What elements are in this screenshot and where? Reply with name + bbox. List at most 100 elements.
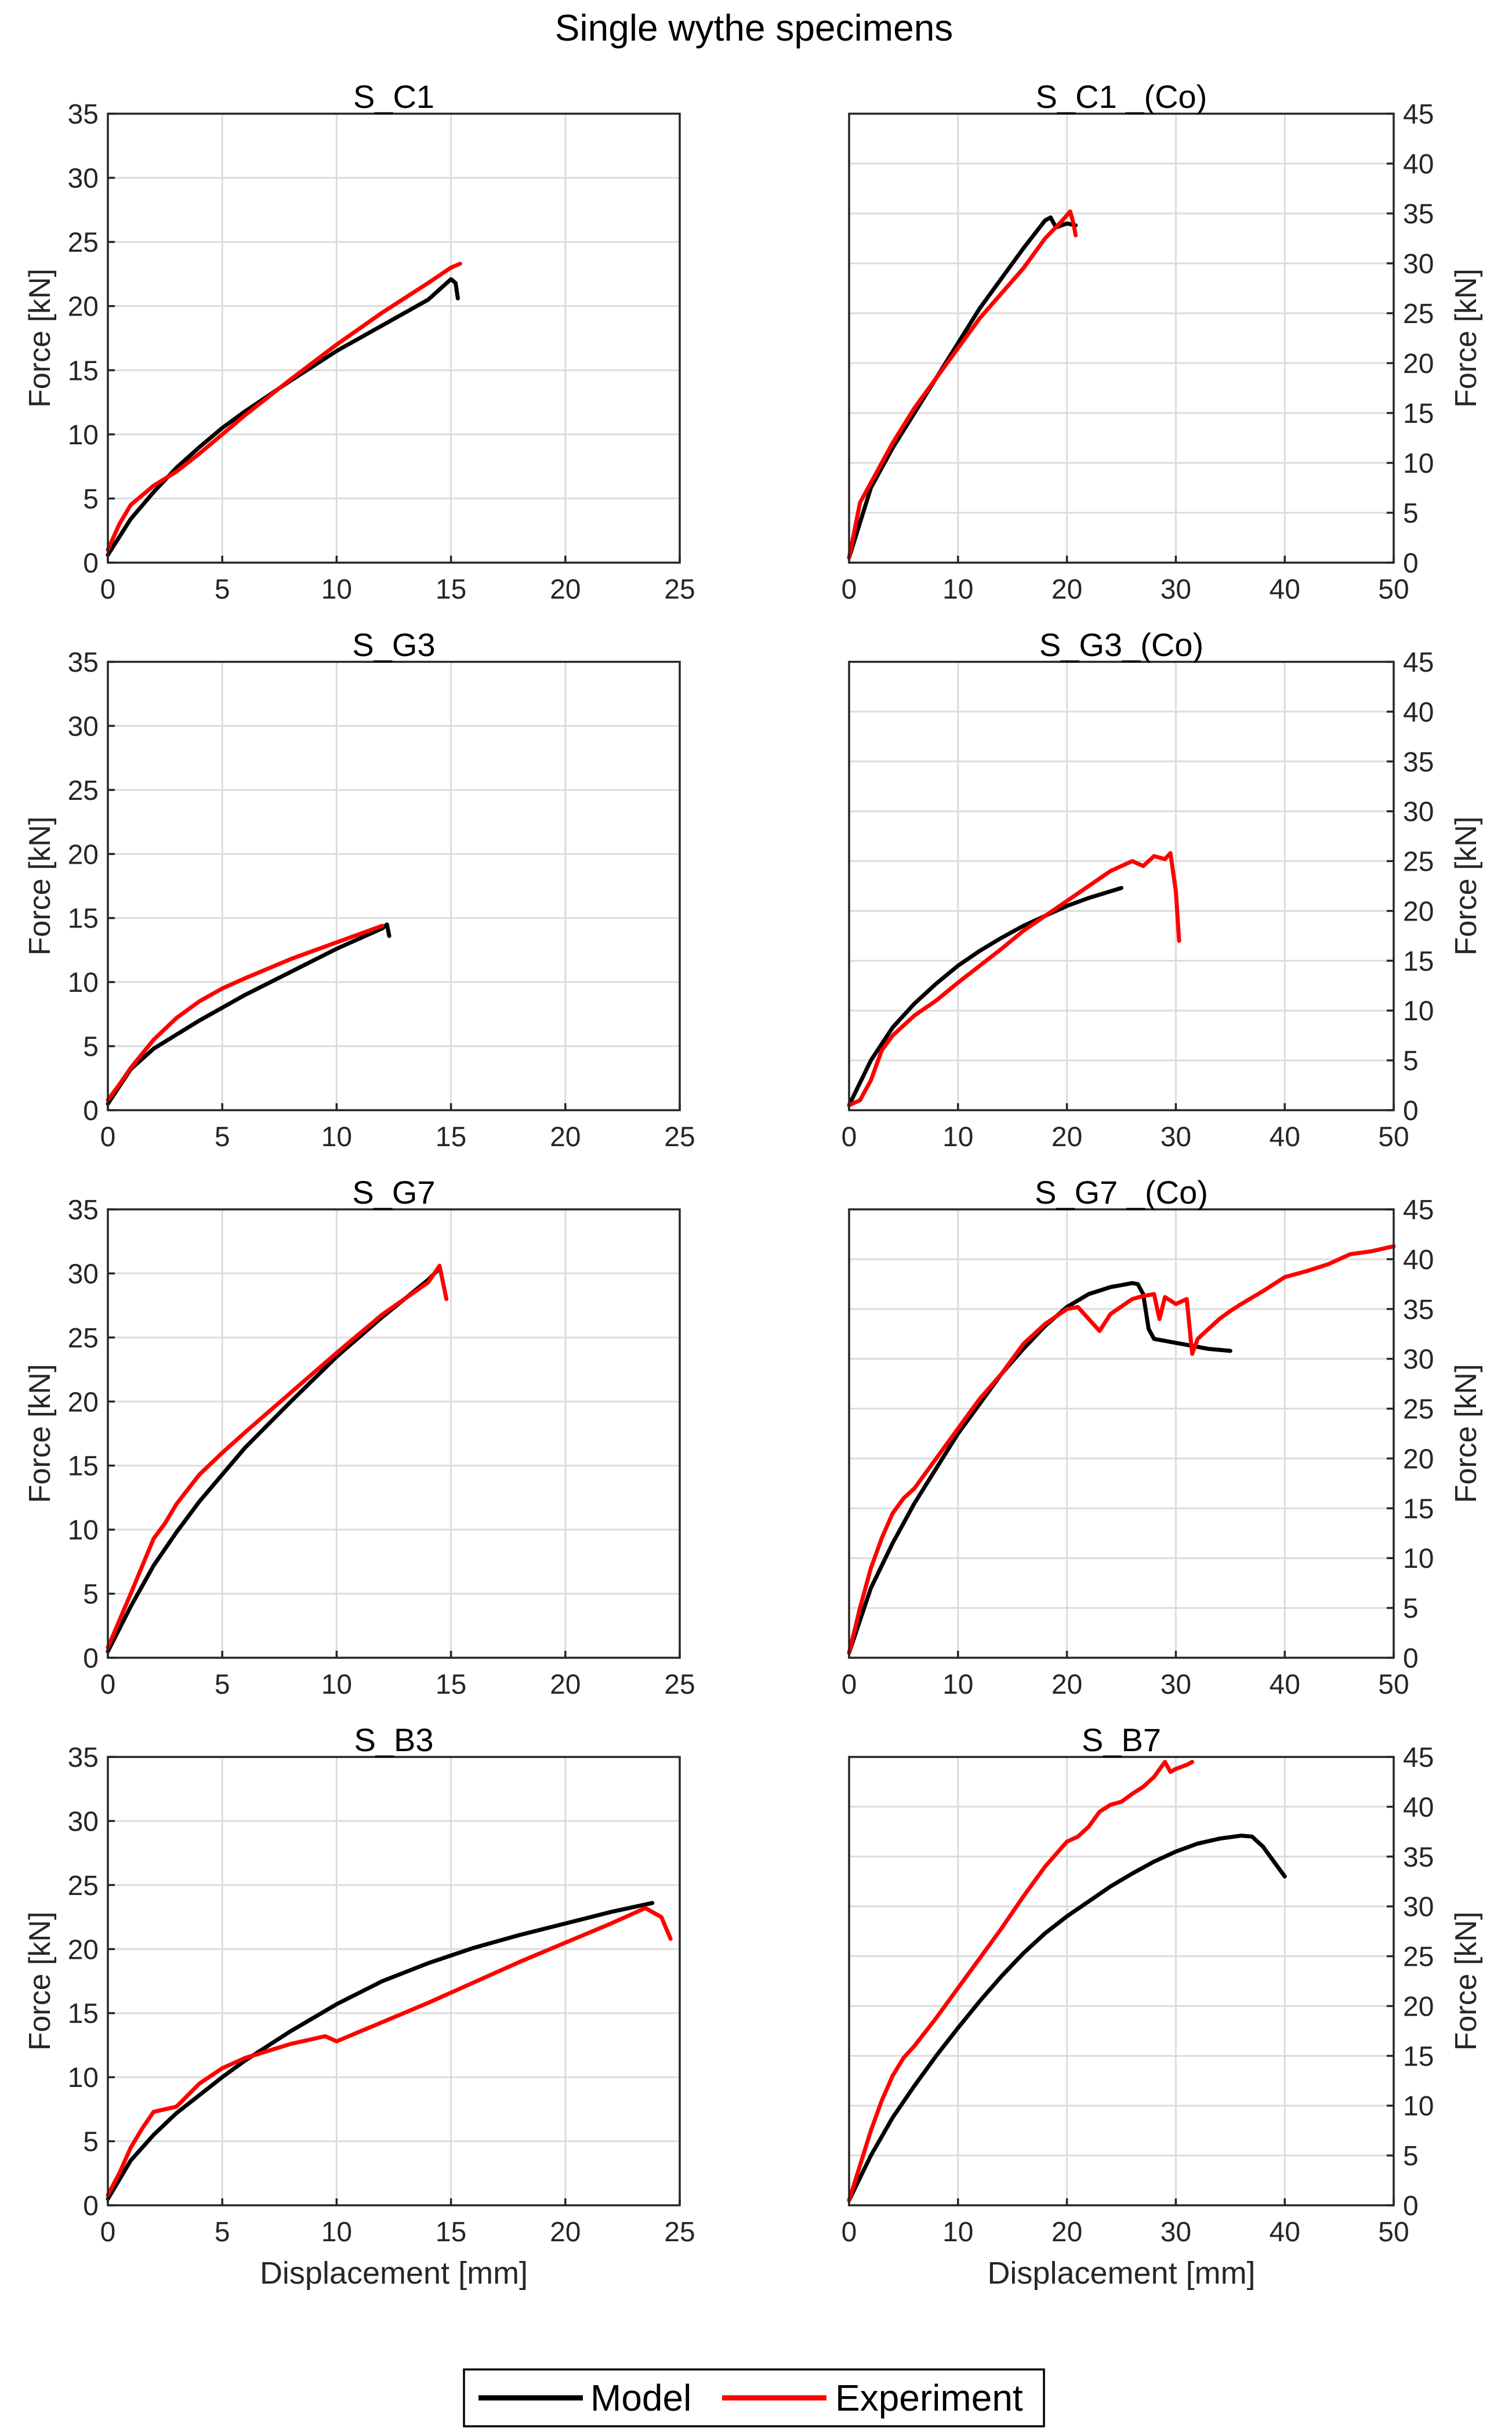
y-tick-label: 10: [1403, 448, 1434, 479]
y-tick-label: 0: [1403, 1096, 1419, 1126]
series-line-experiment: [106, 923, 385, 1102]
x-tick-label: 10: [942, 1669, 973, 1700]
y-tick-label: 25: [68, 227, 99, 258]
x-tick-label: 10: [321, 574, 352, 605]
series-line-experiment: [106, 1263, 449, 1650]
panel-title: S_G7 _(Co): [1035, 1174, 1208, 1211]
x-tick-label: 25: [664, 1122, 695, 1153]
y-tick-label: 10: [68, 968, 99, 998]
y-axis-label: Force [kN]: [23, 1912, 57, 2051]
panel-7: 0 5 10 15 20 25 0 5 10 15 20 25 30 35 S_B3 Force [kN] Di…: [23, 1722, 695, 2291]
y-tick-label: 15: [1403, 398, 1434, 429]
y-tick-label: 15: [68, 356, 99, 386]
legend-label-model: Model: [590, 2377, 691, 2419]
x-tick-label: 5: [215, 1122, 230, 1153]
y-tick-label: 30: [1403, 797, 1434, 828]
plot-area: [108, 662, 680, 1110]
panel-title: S_G3_(Co): [1039, 626, 1203, 663]
y-axis-label: Force [kN]: [23, 817, 57, 956]
x-tick-label: 0: [100, 1669, 116, 1700]
x-tick-label: 40: [1270, 1122, 1300, 1153]
y-tick-label: 35: [1403, 1295, 1434, 1325]
y-tick-label: 10: [68, 1515, 99, 1546]
x-tick-label: 0: [100, 2217, 116, 2248]
y-tick-label: 25: [1403, 1394, 1434, 1425]
x-tick-label: 20: [1051, 1669, 1082, 1700]
x-tick-label: 30: [1161, 574, 1191, 605]
x-tick-label: 0: [100, 574, 116, 605]
panel-title: S_C1 _(Co): [1036, 78, 1208, 115]
y-tick-label: 45: [1403, 647, 1434, 678]
y-tick-label: 10: [1403, 2091, 1434, 2122]
x-tick-label: 30: [1161, 1669, 1191, 1700]
x-tick-label: 10: [321, 2217, 352, 2248]
x-axis-label: Displacement [mm]: [987, 2256, 1255, 2291]
x-tick-label: 10: [942, 2217, 973, 2248]
x-tick-label: 30: [1161, 2217, 1191, 2248]
y-axis-label: Force [kN]: [23, 1364, 57, 1503]
y-tick-label: 0: [1403, 1643, 1419, 1674]
series-line-model: [847, 1834, 1287, 2202]
x-tick-label: 50: [1378, 574, 1409, 605]
y-tick-label: 20: [1403, 896, 1434, 927]
y-tick-label: 20: [1403, 1444, 1434, 1474]
y-tick-label: 10: [68, 420, 99, 451]
y-tick-label: 20: [1403, 1991, 1434, 2022]
x-tick-label: 20: [1051, 2217, 1082, 2248]
x-tick-label: 10: [321, 1122, 352, 1153]
y-tick-label: 15: [68, 1999, 99, 2030]
y-tick-label: 15: [1403, 946, 1434, 977]
x-tick-label: 15: [436, 1669, 466, 1700]
axes-frame: [848, 1756, 1395, 2206]
y-tick-label: 10: [1403, 1543, 1434, 1574]
x-tick-label: 20: [1051, 574, 1082, 605]
y-tick-label: 35: [68, 647, 99, 678]
y-tick-label: 15: [1403, 1494, 1434, 1524]
panel-title: S_C1: [353, 78, 434, 115]
series-line-experiment: [847, 1244, 1396, 1655]
axes-frame: [848, 113, 1395, 564]
y-tick-label: 35: [68, 1742, 99, 1773]
y-tick-label: 5: [83, 1032, 99, 1063]
axes-frame: [107, 1756, 681, 2206]
panel-5: 0 5 10 15 20 25 0 5 10 15 20 25 30 35 S_G7 Force [kN]: [23, 1174, 695, 1700]
y-tick-label: 30: [68, 711, 99, 742]
series-line-experiment: [106, 1906, 673, 2197]
x-tick-label: 15: [436, 574, 466, 605]
panels-group: 0 5 10 15 20 25 0 5 10 15 20 25 30 35 S_C1 Force [kN] 0 1…: [23, 78, 1483, 2291]
y-tick-label: 35: [1403, 747, 1434, 778]
y-tick-label: 0: [83, 2191, 99, 2222]
series-line-experiment: [106, 262, 462, 552]
x-tick-label: 25: [664, 1669, 695, 1700]
panel-title: S_G7: [352, 1174, 435, 1211]
y-tick-label: 15: [68, 904, 99, 934]
y-tick-label: 5: [1403, 498, 1419, 529]
y-tick-label: 20: [68, 1934, 99, 1965]
x-tick-label: 10: [321, 1669, 352, 1700]
y-tick-label: 10: [68, 2063, 99, 2093]
x-tick-label: 20: [550, 1669, 581, 1700]
y-tick-label: 25: [68, 1871, 99, 1901]
y-tick-label: 30: [1403, 1892, 1434, 1923]
x-tick-label: 50: [1378, 1122, 1409, 1153]
axes-frame: [107, 661, 681, 1111]
x-tick-label: 20: [550, 574, 581, 605]
legend-label-experiment: Experiment: [835, 2377, 1023, 2419]
series-line-experiment: [847, 1760, 1195, 2202]
x-tick-label: 40: [1270, 1669, 1300, 1700]
y-tick-label: 30: [68, 164, 99, 194]
panel-title: S_B7: [1082, 1722, 1161, 1758]
y-tick-label: 35: [68, 99, 99, 130]
x-tick-label: 0: [842, 2217, 857, 2248]
y-tick-label: 0: [83, 1643, 99, 1674]
x-tick-label: 0: [842, 574, 857, 605]
y-tick-label: 45: [1403, 1195, 1434, 1226]
y-tick-label: 10: [1403, 996, 1434, 1027]
y-tick-label: 45: [1403, 1742, 1434, 1773]
panel-3: 0 5 10 15 20 25 0 5 10 15 20 25 30 35 S_G3 Force [kN]: [23, 626, 695, 1153]
x-tick-label: 15: [436, 1122, 466, 1153]
x-tick-label: 20: [550, 1122, 581, 1153]
